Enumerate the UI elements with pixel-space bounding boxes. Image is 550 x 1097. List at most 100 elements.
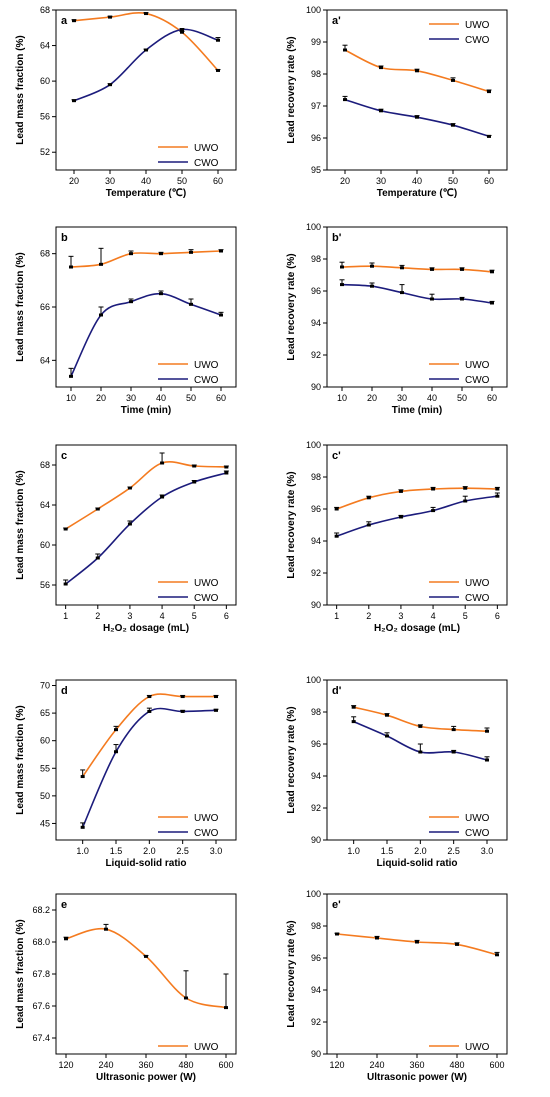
y-tick-label: 99 [311,37,321,47]
y-tick-label: 94 [311,985,321,995]
series-uwo [339,261,495,274]
series-cwo [63,470,229,586]
data-point [485,729,489,733]
x-axis-label: Ultrasonic power (W) [96,1072,196,1083]
y-tick-label: 68 [40,5,50,15]
series-cwo [339,279,495,305]
series-line [336,495,498,537]
x-axis-label: Temperature (℃) [377,188,458,199]
y-tick-label: 96 [311,286,321,296]
x-tick-label: 1.5 [381,846,394,856]
data-point [460,297,464,301]
x-tick-label: 360 [138,1060,153,1070]
x-tick-label: 6 [224,611,229,621]
x-tick-label: 3.0 [481,846,494,856]
y-tick-label: 90 [311,382,321,392]
x-tick-label: 3.0 [210,846,223,856]
x-tick-label: 1 [63,611,68,621]
y-tick-label: 50 [40,791,50,801]
x-tick-label: 40 [156,393,166,403]
panel-label: e' [332,899,341,911]
series-uwo [63,923,229,1010]
data-point [366,496,371,500]
x-tick-label: 240 [369,1060,384,1070]
data-point [334,507,339,511]
x-tick-label: 6 [495,611,500,621]
data-point [351,705,356,709]
y-tick-label: 60 [40,736,50,746]
y-axis-label: Lead mass fraction (%) [15,705,26,814]
data-point [451,123,455,127]
data-point [495,494,500,498]
data-point [340,283,344,287]
data-point [95,507,100,511]
panel-label: b' [332,232,342,244]
data-point [335,932,339,936]
data-point [80,825,85,829]
data-point [64,937,68,941]
data-point [214,695,218,699]
y-tick-label: 98 [311,69,321,79]
series-uwo [68,247,224,269]
data-point [487,90,491,94]
data-point [180,28,184,32]
data-point [219,313,223,317]
data-point [415,69,419,73]
series-line [336,487,498,510]
legend-label-cwo: CWO [465,828,490,839]
y-tick-label: 98 [311,254,321,264]
y-tick-label: 90 [311,835,321,845]
data-point [114,750,118,754]
x-tick-label: 240 [98,1060,113,1070]
y-tick-label: 94 [311,771,321,781]
series-uwo [334,932,500,957]
series-cwo [68,290,224,378]
y-tick-label: 98 [311,472,321,482]
y-tick-label: 100 [306,675,321,685]
x-tick-label: 120 [58,1060,73,1070]
data-point [180,709,185,713]
data-point [63,582,68,586]
data-point [430,267,434,271]
data-point [144,48,148,52]
y-tick-label: 100 [306,889,321,899]
series-cwo [334,492,500,538]
y-axis-label: Lead mass fraction (%) [15,470,26,579]
data-point [340,265,344,269]
panel-label: e [61,899,67,911]
data-point [463,486,468,490]
x-tick-label: 50 [457,393,467,403]
chart-panel-c-prime: 1 2 3 4 5 6 90 92 94 96 98 100 H₂O₂ dosage (mL) Lead … [286,440,508,634]
data-point [224,465,229,469]
y-tick-label: 70 [40,681,50,691]
data-point [451,728,456,732]
x-tick-label: 600 [218,1060,233,1070]
data-point [95,556,100,560]
data-point [224,471,229,475]
data-point [400,291,404,295]
y-tick-label: 96 [311,504,321,514]
data-point [485,758,489,762]
y-tick-label: 92 [311,350,321,360]
x-axis-label: Liquid-solid ratio [376,858,457,869]
legend-label-cwo: CWO [194,828,219,839]
x-tick-label: 360 [409,1060,424,1070]
y-tick-label: 64 [40,500,50,510]
panel-label: d' [332,685,342,697]
chart-panel-d-prime: 1.0 1.5 2.0 2.5 3.0 90 92 94 96 98 100 Liquid-solid… [286,675,508,869]
data-point [418,750,423,754]
y-tick-label: 98 [311,921,321,931]
y-tick-label: 90 [311,1049,321,1059]
y-axis-label: Lead recovery rate (%) [286,36,297,143]
chart-panel-a-prime: 20 30 40 50 60 95 96 97 98 99 100 Temperature (℃) Le… [286,5,508,199]
plot-frame [326,9,508,171]
series-uwo [342,44,492,94]
legend-label-cwo: CWO [465,35,490,46]
x-tick-label: 60 [484,176,494,186]
y-tick-label: 45 [40,818,50,828]
data-point [400,266,404,270]
series-uwo [334,486,500,511]
y-tick-label: 60 [40,76,50,86]
